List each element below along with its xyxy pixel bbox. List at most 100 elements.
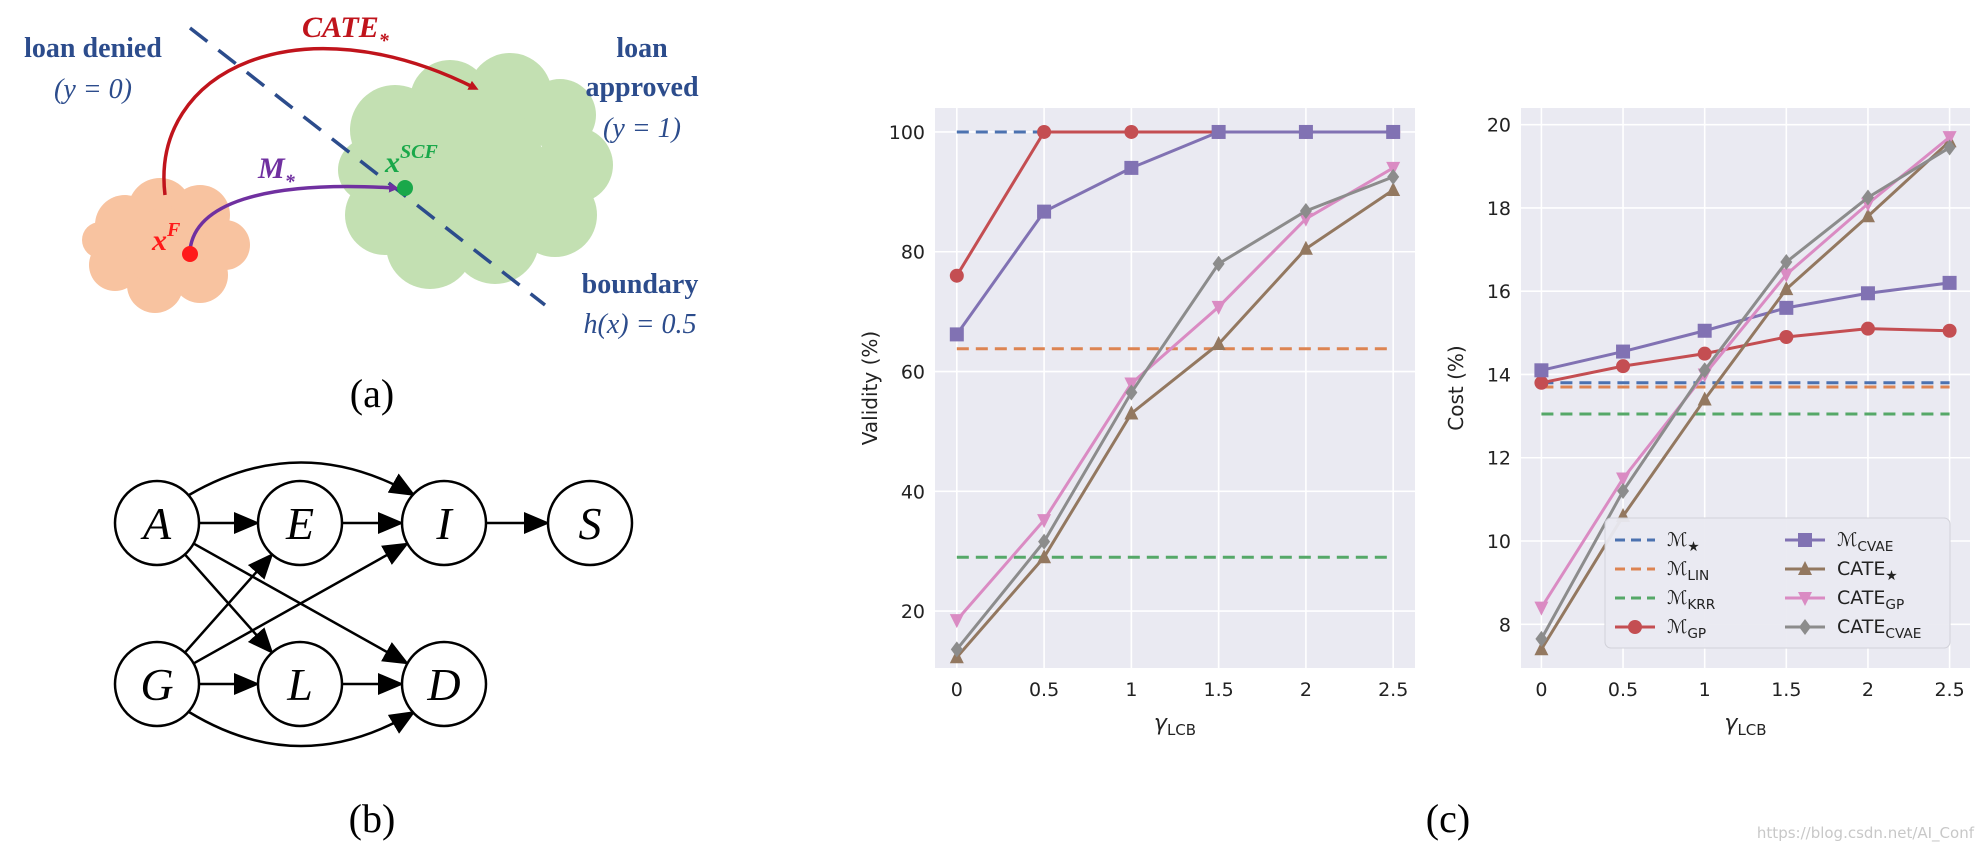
x-tick-label: 0: [1535, 679, 1547, 701]
data-point-CATE★: [1211, 335, 1226, 350]
approved-y-label: (y = 1): [603, 113, 681, 144]
data-point-CATECVAE: [1698, 362, 1711, 379]
data-point-CATEGP: [1616, 472, 1631, 487]
validity-chart: 0 0.5 1 1.5 2 2.5 20 40 60 80 100 Validity (%) γLCB: [858, 108, 1415, 739]
y-tick-label: 40: [901, 481, 925, 503]
data-point-CATECVAE: [1125, 384, 1138, 401]
data-point-MCVAE: [1534, 363, 1549, 378]
legend-marker: [1798, 533, 1812, 547]
data-point-CATECVAE: [1617, 483, 1630, 500]
data-point-CATEGP: [1534, 601, 1549, 616]
caption-c: (c): [1426, 796, 1470, 841]
x-tick-label: 2: [1300, 679, 1312, 701]
node-d: [400, 640, 488, 728]
node-i: [400, 479, 488, 567]
y-tick-label: 100: [889, 122, 925, 144]
m-label: M*: [257, 152, 296, 193]
data-point-MCVAE: [1386, 124, 1401, 139]
y-tick-label: 14: [1487, 364, 1511, 386]
node-l: [256, 640, 344, 728]
x-tick-label: 0.5: [1029, 679, 1059, 701]
data-point-MCVAE: [1697, 323, 1712, 338]
m-arrow: [188, 182, 399, 251]
series-line-CATECVAE: [1540, 146, 1951, 640]
x-tick-label: 1.5: [1771, 679, 1801, 701]
data-point-CATEGP: [1779, 268, 1794, 283]
data-point-MCVAE: [949, 327, 964, 342]
node-label-i: I: [435, 498, 454, 549]
xf-label: xF: [151, 219, 181, 257]
decision-boundary-line: [188, 26, 547, 307]
data-point-MCVAE: [1211, 124, 1226, 139]
data-point-CATECVAE: [1387, 168, 1400, 185]
x-tick-label: 1: [1125, 679, 1137, 701]
cate-arrow: [162, 46, 479, 196]
legend-marker: [1628, 620, 1642, 634]
data-point-MGP: [1037, 124, 1052, 139]
graph-edges: [183, 461, 550, 748]
data-point-CATECVAE: [1038, 533, 1051, 550]
xscf-label: xSCF: [384, 141, 438, 179]
data-point-CATE★: [1697, 391, 1712, 406]
xscf-point: [397, 180, 413, 196]
data-point-CATEGP: [1298, 212, 1313, 227]
x-tick-label: 0.5: [1608, 679, 1638, 701]
legend-text: CATE★: [1837, 558, 1898, 584]
cate-sub: *: [379, 30, 390, 52]
node-g: [113, 640, 201, 728]
legend-text: ℳCVAE: [1837, 529, 1893, 555]
data-point-MCVAE: [1037, 204, 1052, 219]
data-point-CATE★: [1860, 208, 1875, 223]
node-label-d: D: [426, 659, 460, 710]
data-point-CATE★: [1779, 281, 1794, 296]
series-line-MCVAE: [955, 130, 1394, 336]
node-label-e: E: [285, 498, 314, 549]
xf-sup: F: [166, 219, 181, 241]
data-point-MGP: [1779, 329, 1794, 344]
data-point-CATECVAE: [1299, 203, 1312, 220]
node-a: [113, 479, 201, 567]
data-point-MGP: [1534, 375, 1549, 390]
y-tick-label: 18: [1487, 198, 1511, 220]
xf-point: [182, 246, 198, 262]
x-tick-label: 0: [951, 679, 963, 701]
y-tick-label: 80: [901, 242, 925, 264]
y-axis-label: Validity (%): [858, 331, 882, 445]
graph-nodes: A E I S G L D: [113, 479, 634, 728]
data-point-MGP: [1697, 346, 1712, 361]
data-point-CATEGP: [1211, 300, 1226, 315]
legend-text: ℳ★: [1667, 529, 1700, 555]
xscf-base: x: [384, 146, 400, 179]
data-point-CATE★: [1534, 641, 1549, 656]
y-tick-label: 20: [901, 601, 925, 623]
edge-g-d: [188, 710, 416, 748]
data-point-CATECVAE: [950, 641, 963, 658]
y-tick-label: 8: [1499, 614, 1511, 636]
data-point-MCVAE: [1860, 286, 1875, 301]
data-point-CATECVAE: [1943, 139, 1956, 156]
node-label-s: S: [579, 498, 602, 549]
data-point-MCVAE: [1124, 160, 1139, 175]
x-tick-label: 1: [1699, 679, 1711, 701]
x-tick-label: 2: [1862, 679, 1874, 701]
data-point-CATEGP: [1037, 514, 1052, 529]
series-line-CATECVAE: [955, 175, 1394, 651]
y-tick-label: 20: [1487, 115, 1511, 137]
x-tick-label: 2.5: [1378, 679, 1408, 701]
series-line-MCVAE: [1541, 281, 1950, 372]
y-tick-label: 12: [1487, 448, 1511, 470]
xf-base: x: [151, 224, 167, 257]
panel-a: loan denied (y = 0) loan approved (y = 1…: [24, 11, 699, 416]
series-line-CATEGP: [1540, 135, 1951, 609]
data-point-MGP: [1860, 321, 1875, 336]
data-point-CATEGP: [1942, 131, 1957, 146]
data-point-MCVAE: [1616, 344, 1631, 359]
data-point-CATE★: [1124, 405, 1139, 420]
edge-g-e: [183, 552, 274, 654]
y-tick-label: 60: [901, 362, 925, 384]
data-point-MGP: [949, 268, 964, 283]
y-tick-label: 10: [1487, 531, 1511, 553]
